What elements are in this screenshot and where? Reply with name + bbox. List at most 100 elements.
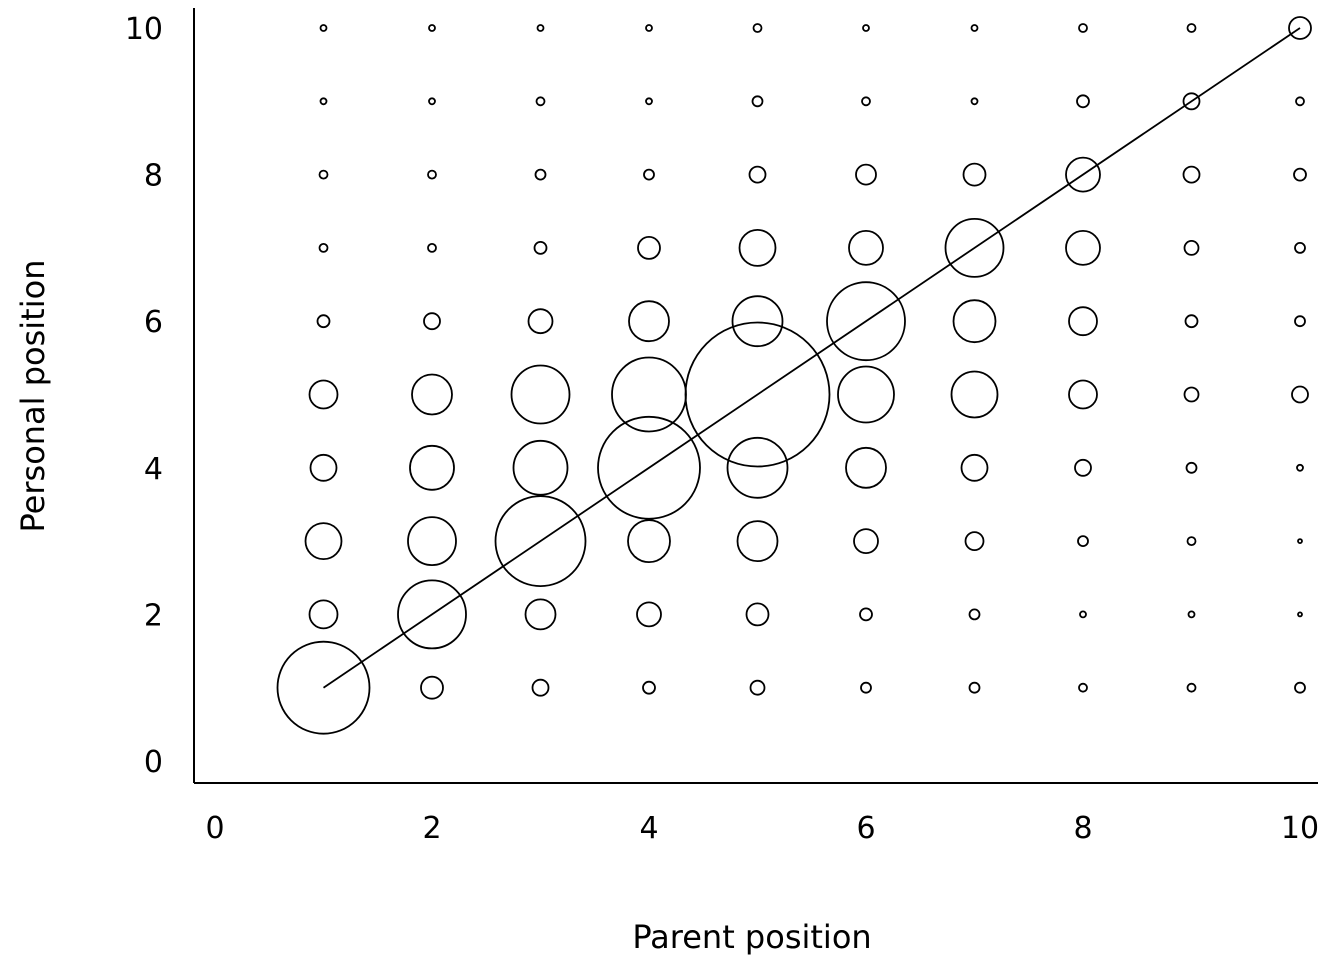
bubble-x1-y8 [318,169,329,180]
bubble-x1-y10 [319,24,328,32]
bubble-x2-y6 [423,312,441,331]
bubble-x8-y5 [1068,379,1098,410]
bubble-x7-y9 [970,97,979,106]
bubble-x5-y2 [745,602,770,627]
bubble-x3-y5 [510,364,571,425]
bubble-x8-y7 [1065,229,1101,266]
bubble-x8-y6 [1068,306,1098,337]
bubble-x2-y3 [407,516,457,566]
bubble-x7-y4 [960,453,989,482]
bubble-x9-y8 [1182,165,1201,184]
bubble-x1-y7 [318,242,329,253]
bubble-x10-y6 [1294,315,1306,328]
bubble-x7-y8 [962,162,987,187]
bubble-x5-y9 [751,95,764,108]
bubble-x2-y2 [397,579,467,650]
bubble-x4-y8 [643,168,655,181]
x-tick-label-0: 0 [205,811,224,846]
bubble-x3-y3 [494,495,587,587]
bubble-x7-y1 [968,681,981,694]
bubble-x7-y10 [970,24,979,32]
x-tick-label-8: 8 [1073,811,1092,846]
bubble-x8-y3 [1077,535,1089,547]
y-axis-title: Personal position [14,260,52,533]
bubble-x1-y6 [316,314,331,329]
bubble-x7-y3 [964,531,985,551]
bubble-x1-y4 [309,453,338,482]
bubble-x3-y7 [533,240,548,255]
bubble-x6-y8 [855,163,877,186]
bubble-x2-y7 [427,242,437,253]
bubble-x10-y10 [1288,16,1312,40]
bubble-x5-y1 [749,679,766,696]
bubble-x5-y7 [738,228,777,267]
x-axis-title: Parent position [632,918,871,956]
bubble-x1-y3 [304,522,343,560]
y-tick-label-6: 6 [144,305,163,340]
x-tick-label-10: 10 [1281,811,1319,846]
y-tick-label-2: 2 [144,598,163,633]
reference-diagonal-line [322,27,1301,689]
bubble-x9-y1 [1186,682,1197,693]
bubble-x5-y8 [748,165,767,184]
x-tick-label-6: 6 [856,811,875,846]
bubble-x5-y4 [726,436,789,499]
bubble-x4-y6 [628,300,670,343]
bubble-x6-y3 [853,528,879,554]
y-tick-label-0: 0 [144,745,163,780]
bubble-x4-y7 [637,235,661,260]
bubble-x3-y2 [524,598,557,631]
bubble-x8-y4 [1074,458,1092,477]
bubble-x4-y10 [645,24,653,32]
bubble-x7-y6 [952,299,997,344]
bubble-x3-y1 [531,678,550,697]
bubble-x8-y8 [1065,156,1101,193]
bubble-x10-y3 [1297,538,1303,544]
bubble-x4-y5 [611,356,687,433]
bubble-x6-y1 [860,681,872,694]
bubble-x5-y10 [752,23,763,33]
x-tick-label-2: 2 [422,811,441,846]
bubble-x5-y5 [684,321,831,468]
bubble-x10-y4 [1296,463,1304,472]
bubble-x9-y5 [1183,386,1200,403]
bubble-x2-y5 [411,373,453,416]
bubble-x10-y2 [1297,611,1303,618]
bubble-x9-y2 [1187,610,1196,619]
bubble-x10-y5 [1291,385,1309,404]
bubble-x9-y7 [1183,239,1200,256]
bubble-x8-y10 [1078,23,1088,33]
bubble-x4-y4 [597,415,701,520]
bubble-x1-y9 [319,97,328,106]
bubble-x8-y9 [1076,94,1090,109]
bubble-x6-y10 [862,24,870,32]
bubble-x2-y10 [428,24,436,32]
x-tick-label-4: 4 [639,811,658,846]
bubble-x4-y3 [627,519,671,563]
bubble-x9-y3 [1186,536,1197,546]
bubble-x2-y1 [420,675,444,700]
bubble-x6-y7 [848,229,884,266]
bubble-x9-y4 [1185,461,1198,474]
bubble-x3-y9 [535,96,546,107]
bubble-x8-y1 [1078,682,1088,693]
bubble-x3-y6 [527,308,554,335]
bubble-x8-y2 [1079,610,1087,619]
bubble-x1-y1 [276,640,371,735]
bubble-x2-y4 [409,444,455,491]
bubble-x7-y5 [950,370,999,419]
bubble-layer [276,16,1312,735]
bubble-x9-y6 [1184,314,1199,329]
bubble-x2-y9 [428,97,436,106]
bubble-x3-y8 [534,168,547,181]
bubble-x10-y8 [1293,167,1307,182]
bubble-x5-y6 [731,295,784,348]
bubble-x1-y5 [308,379,339,410]
bubble-x4-y1 [642,680,656,695]
bubble-x10-y1 [1294,681,1306,694]
bubble-x6-y5 [837,365,895,424]
bubble-x7-y7 [944,217,1005,278]
bubble-x5-y3 [736,520,779,562]
bubble-x4-y9 [645,97,653,106]
